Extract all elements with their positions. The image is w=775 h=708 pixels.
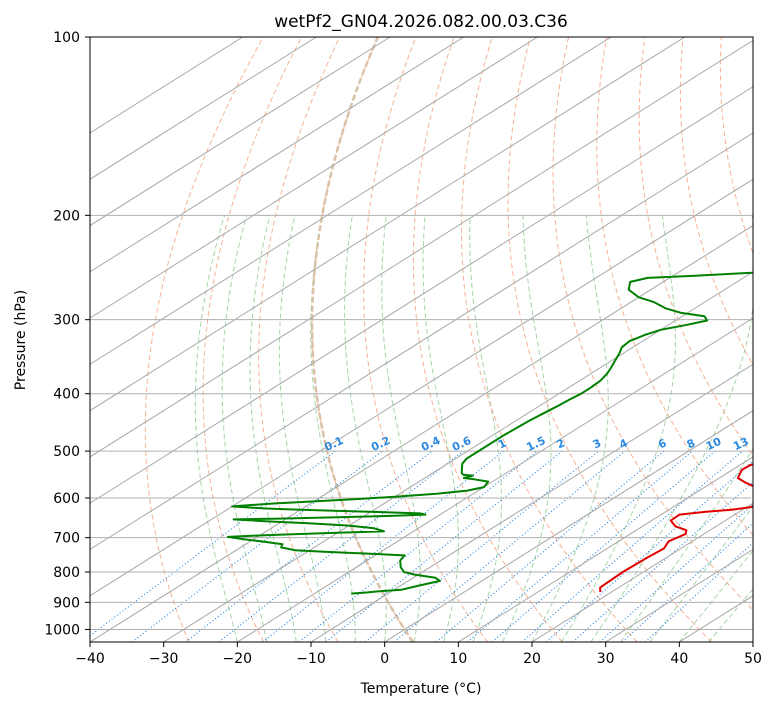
isotherm-line <box>531 502 753 642</box>
isotherm-line <box>384 410 753 642</box>
isotherm-line <box>163 271 753 642</box>
isotherm-line <box>90 37 538 319</box>
dry-adiabat-line <box>507 37 713 642</box>
sounding-profiles <box>226 271 753 595</box>
moist-adiabat-line <box>590 215 753 642</box>
isotherm-line <box>90 224 753 642</box>
chart-title: wetPf2_GN04.2026.082.00.03.C36 <box>274 12 568 32</box>
y-tick-label: 300 <box>53 313 80 329</box>
x-tick-label: −30 <box>149 651 179 667</box>
isotherm-line <box>90 39 753 458</box>
y-tick-label: 700 <box>53 531 80 547</box>
moist-adiabat-line <box>194 215 238 642</box>
y-tick-label: 600 <box>53 491 80 507</box>
temperature-profile-line <box>599 463 753 593</box>
isotherm-line <box>90 37 391 227</box>
moist-adiabat-line <box>422 215 459 642</box>
x-tick-label: −20 <box>223 651 253 667</box>
y-tick-label: 900 <box>53 595 80 611</box>
y-tick-label: 200 <box>53 208 80 224</box>
moist-adiabat-line <box>278 215 327 642</box>
mixing-ratio-label: 13 <box>731 435 750 453</box>
moist-adiabat-line <box>310 215 356 642</box>
dry-adiabat-line <box>202 37 302 642</box>
y-axis-label: Pressure (hPa) <box>13 290 29 390</box>
dewpoint-profile-line <box>226 271 753 595</box>
mixing-ratio-line <box>521 450 743 642</box>
dry-adiabat-line <box>311 37 414 642</box>
dry-adiabat-line <box>412 37 563 642</box>
isotherm-line <box>90 37 317 180</box>
mixing-ratio-label: 10 <box>704 435 724 453</box>
moist-adiabat-line <box>708 588 753 642</box>
isotherm-line <box>458 456 753 642</box>
y-tick-label: 500 <box>53 444 80 460</box>
dry-adiabat-line <box>460 37 638 642</box>
x-tick-label: 20 <box>523 651 541 667</box>
moist-adiabat-line <box>469 215 502 642</box>
dry-adiabat-line <box>363 37 489 642</box>
mixing-ratio-line <box>364 450 599 642</box>
dry-adiabat-line <box>638 37 753 456</box>
dry-adiabat-line <box>679 37 753 366</box>
moist-adiabat-line <box>561 215 677 642</box>
y-tick-label: 400 <box>53 387 80 403</box>
moist-adiabat-line <box>381 215 421 642</box>
mixing-ratio-line <box>218 450 464 642</box>
isotherm-line <box>310 363 753 642</box>
isotherm-line <box>90 178 753 597</box>
isotherm-line <box>90 132 753 551</box>
y-tick-label: 100 <box>53 30 80 46</box>
mixing-ratio-line <box>467 450 693 642</box>
isotherm-line <box>90 37 686 412</box>
x-tick-label: 0 <box>380 651 389 667</box>
y-axis: 1000 900 800 700 600 500 400 300 200 100 <box>44 30 90 638</box>
plot-frame <box>89 36 754 643</box>
x-tick-label: 30 <box>597 651 615 667</box>
x-tick-label: 50 <box>744 651 762 667</box>
x-tick-label: 40 <box>670 651 688 667</box>
dry-adiabat-line <box>258 37 341 642</box>
dry-adiabat-line <box>144 37 264 642</box>
x-axis-label: Temperature (°C) <box>360 681 482 697</box>
isotherms <box>90 37 753 642</box>
moist-adiabat-line <box>531 215 609 642</box>
x-tick-label: −40 <box>75 651 105 667</box>
x-tick-label: 10 <box>449 651 467 667</box>
isotherm-line <box>90 37 612 365</box>
mixing-ratio-line <box>262 450 505 642</box>
moist-adiabat-line <box>620 447 753 642</box>
mixing-ratio-line <box>491 450 716 642</box>
isotherm-line <box>90 86 753 504</box>
moist-adiabat-line <box>344 215 387 642</box>
moist-adiabat-line <box>221 215 268 642</box>
y-tick-label: 1000 <box>44 622 80 638</box>
pressure-gridlines <box>90 37 753 630</box>
mixing-ratio-line <box>572 481 753 642</box>
dry-adiabat-line <box>552 37 753 611</box>
dry-adiabats <box>144 37 753 642</box>
isotherm-line <box>237 317 753 642</box>
mixing-ratio-line <box>185 450 433 642</box>
x-axis: −40 −30 −20 −10 0 10 20 30 40 50 <box>75 642 762 667</box>
y-tick-label: 800 <box>53 565 80 581</box>
plot-area: -100-90-80-70-60-50-40-30-20-10010203040… <box>90 37 753 642</box>
reference-dry-adiabat-line <box>310 37 414 642</box>
mixing-ratio-line <box>131 450 383 642</box>
isotherm-line <box>90 37 465 273</box>
x-tick-label: −10 <box>296 651 326 667</box>
